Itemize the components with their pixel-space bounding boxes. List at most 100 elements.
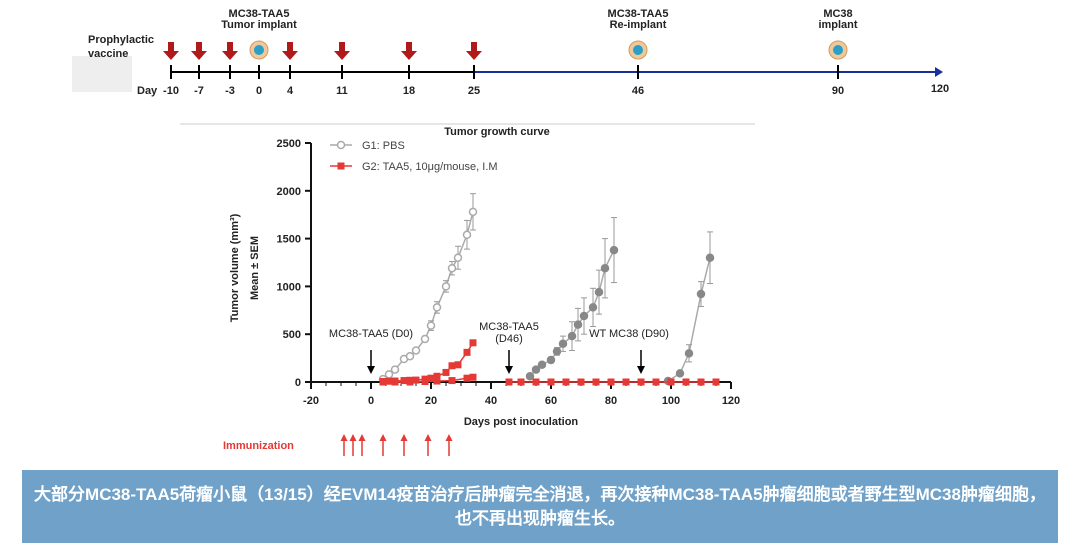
tumor-cell-nucleus-icon <box>633 45 643 55</box>
data-point <box>391 378 399 386</box>
data-point <box>682 378 690 386</box>
event-label: MC38 <box>823 8 852 20</box>
data-point <box>558 339 568 349</box>
data-point <box>607 378 615 386</box>
data-point <box>379 378 387 386</box>
day-label: Day <box>137 85 158 97</box>
data-point <box>588 303 598 312</box>
immunization-arrowhead <box>340 434 348 441</box>
data-point <box>453 253 463 262</box>
summary-banner: 大部分MC38-TAA5荷瘤小鼠（13/15）经EVM14疫苗治疗后肿瘤完全消退… <box>22 470 1058 543</box>
legend-marker <box>336 140 346 150</box>
data-point <box>421 378 429 386</box>
data-point <box>525 372 535 381</box>
event-label: implant <box>818 19 857 31</box>
event-label: Tumor implant <box>221 19 297 31</box>
data-point <box>432 303 442 312</box>
event-label: MC38-TAA5 <box>229 8 290 20</box>
event-label: Re-implant <box>610 19 667 31</box>
data-point <box>405 351 415 361</box>
data-point <box>447 263 457 273</box>
data-point <box>531 365 541 374</box>
vaccine-arrow-icon <box>222 42 238 60</box>
data-point <box>537 360 547 370</box>
tumor-cell-nucleus-icon <box>833 45 843 55</box>
data-point <box>448 377 456 385</box>
timeline-tick-label: 4 <box>287 85 294 97</box>
annotation-arrowhead <box>367 366 375 374</box>
y-tick-label: 2500 <box>277 138 301 150</box>
data-point <box>433 377 441 385</box>
timeline-tick-label: 0 <box>256 85 262 97</box>
data-point <box>412 376 420 384</box>
data-point <box>420 334 430 344</box>
data-point <box>469 373 477 381</box>
data-point <box>652 378 660 386</box>
y-axis-label: Tumor volume (mm³) <box>229 213 241 322</box>
annotation-label: (D46) <box>495 333 523 345</box>
immunization-arrowhead <box>424 434 432 441</box>
immunization-arrowhead <box>358 434 366 441</box>
x-tick-label: 40 <box>485 395 497 407</box>
vaccine-arrow-icon <box>282 42 298 60</box>
y-tick-label: 0 <box>295 377 301 389</box>
annotation-label: WT MC38 (D90) <box>589 328 669 340</box>
y-tick-label: 2000 <box>277 186 301 198</box>
data-point <box>696 289 706 299</box>
x-tick-label: -20 <box>303 395 319 407</box>
immunization-arrowhead <box>349 434 357 441</box>
x-tick-label: 100 <box>662 395 680 407</box>
data-point <box>442 368 450 376</box>
data-point <box>427 374 435 382</box>
data-point <box>562 378 570 386</box>
timeline-tick-label: 11 <box>336 85 348 97</box>
data-point <box>592 378 600 386</box>
data-point <box>567 331 577 341</box>
data-point <box>463 374 471 382</box>
vaccine-label: Prophylactic <box>88 34 154 46</box>
event-label: MC38-TAA5 <box>608 8 669 20</box>
vaccine-arrow-icon <box>334 42 350 60</box>
data-point <box>609 245 619 255</box>
data-point <box>454 361 462 369</box>
vaccine-arrow-icon <box>401 42 417 60</box>
data-point <box>400 377 408 385</box>
series-line <box>667 257 711 382</box>
legend-label: G2: TAA5, 10μg/mouse, I.M <box>362 161 498 173</box>
annotation-arrowhead <box>505 366 513 374</box>
immunization-label: Immunization <box>223 440 294 452</box>
annotation-arrowhead <box>637 366 645 374</box>
data-point <box>426 321 436 330</box>
data-point <box>697 378 705 386</box>
data-point <box>517 378 525 386</box>
y-tick-label: 1000 <box>277 281 301 293</box>
vaccine-label: vaccine <box>88 48 128 60</box>
immunization-arrowhead <box>379 434 387 441</box>
data-point <box>579 311 589 321</box>
immunization-arrowhead <box>400 434 408 441</box>
immunization-arrowhead <box>445 434 453 441</box>
data-point <box>406 378 414 386</box>
timeline-tick-label: -7 <box>194 85 204 97</box>
data-point <box>577 378 585 386</box>
data-point <box>712 378 720 386</box>
tumor-cell-nucleus-icon <box>254 45 264 55</box>
data-point <box>469 339 477 347</box>
data-point <box>622 378 630 386</box>
timeline-tick-label: 46 <box>632 85 644 97</box>
vaccine-arrow-icon <box>191 42 207 60</box>
data-point <box>547 378 555 386</box>
annotation-label: MC38-TAA5 (D0) <box>329 328 413 340</box>
data-point <box>441 282 451 291</box>
data-point <box>532 378 540 386</box>
timeline-tick-label: -10 <box>163 85 179 97</box>
timeline-tick-label: 25 <box>468 85 480 97</box>
vaccine-arrow-icon <box>466 42 482 60</box>
y-tick-label: 500 <box>283 329 301 341</box>
y-tick-label: 1500 <box>277 234 301 246</box>
data-point <box>705 253 715 262</box>
timeline-arrowhead <box>935 67 943 77</box>
x-tick-label: 0 <box>368 395 374 407</box>
data-point <box>468 207 478 217</box>
